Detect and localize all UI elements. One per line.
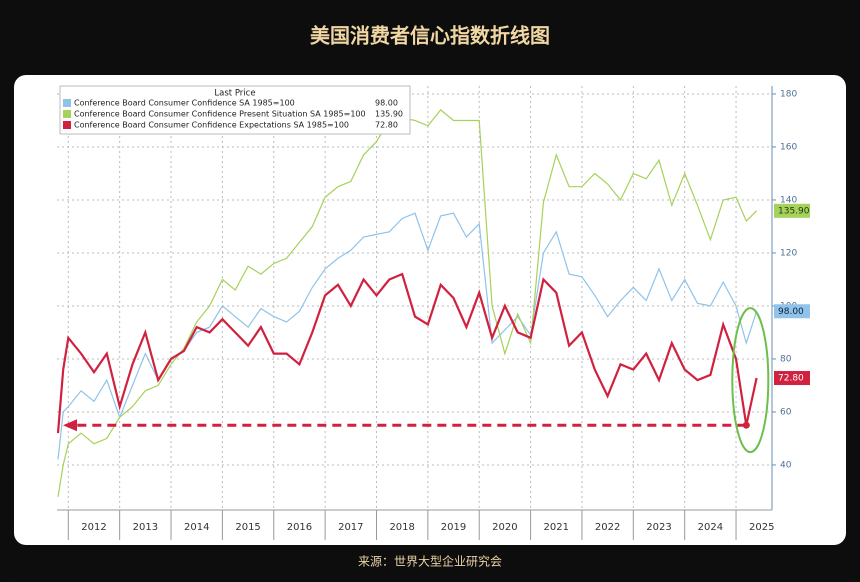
x-tick-label: 2021 <box>544 522 569 533</box>
x-tick-label: 2024 <box>698 522 723 533</box>
x-tick-label: 2015 <box>235 522 260 533</box>
last-value-label: 135.90 <box>778 206 810 216</box>
x-tick-label: 2017 <box>338 522 363 533</box>
y-tick-label: 120 <box>780 248 797 258</box>
y-tick-label: 40 <box>780 460 792 470</box>
last-value-label: 72.80 <box>778 374 804 384</box>
x-tick-label: 2014 <box>184 522 209 533</box>
legend-label: Conference Board Consumer Confidence SA … <box>74 99 295 108</box>
x-tick-label: 2013 <box>133 522 158 533</box>
y-tick-label: 180 <box>780 89 797 99</box>
legend-box <box>59 85 411 135</box>
x-tick-label: 2016 <box>287 522 312 533</box>
chart-card <box>14 75 846 545</box>
series-line <box>56 272 758 434</box>
x-tick-label: 2022 <box>595 522 620 533</box>
y-tick-label: 60 <box>780 407 792 417</box>
legend-label: Conference Board Consumer Confidence Pre… <box>74 110 366 119</box>
x-tick-label: 2025 <box>749 522 774 533</box>
x-tick-label: 2012 <box>81 522 106 533</box>
last-value-tag <box>774 304 810 319</box>
legend-swatch <box>63 121 71 129</box>
x-tick-label: 2023 <box>646 522 671 533</box>
x-tick-label: 2018 <box>389 522 414 533</box>
arrow-head <box>63 419 77 432</box>
legend-value: 72.80 <box>375 121 398 130</box>
legend-title: Last Price <box>214 89 255 99</box>
source: 来源：世界大型企业研究会 <box>358 554 502 569</box>
legend-label: Conference Board Consumer Confidence Exp… <box>74 121 349 130</box>
legend-value: 98.00 <box>375 99 398 108</box>
y-tick-label: 140 <box>780 195 797 205</box>
highlight-ring <box>731 307 770 454</box>
y-tick-label: 80 <box>780 354 792 364</box>
last-value-label: 98.00 <box>778 307 804 317</box>
last-value-tag <box>774 371 810 386</box>
page-title: 美国消费者信心指数折线图 <box>310 24 550 48</box>
x-tick-label: 2019 <box>441 522 466 533</box>
legend-swatch <box>63 110 71 118</box>
y-tick-label: 160 <box>780 142 797 152</box>
legend-value: 135.90 <box>375 110 403 119</box>
legend-swatch <box>63 99 71 107</box>
threshold-dot <box>742 421 750 429</box>
last-value-tag <box>774 203 810 218</box>
x-tick-label: 2020 <box>492 522 517 533</box>
